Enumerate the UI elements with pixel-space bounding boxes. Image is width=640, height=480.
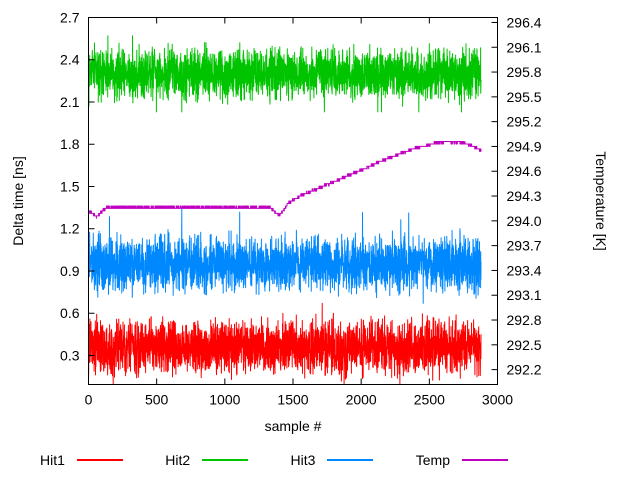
svg-text:1000: 1000	[209, 392, 240, 408]
svg-text:2.4: 2.4	[60, 52, 80, 68]
svg-text:0.6: 0.6	[60, 305, 80, 321]
svg-text:0.9: 0.9	[60, 263, 80, 279]
svg-text:0.3: 0.3	[60, 347, 80, 363]
svg-text:293.7: 293.7	[507, 238, 542, 254]
axis-tick-labels: 0.3 0.6 0.9 1.2 1.5 1.8 2.1 2.4 2.7 292.2 292.5 292…	[60, 10, 542, 408]
legend-line-hit1	[76, 459, 123, 461]
svg-text:296.4: 296.4	[507, 14, 542, 30]
svg-text:500: 500	[145, 392, 169, 408]
series-lines	[88, 35, 482, 385]
svg-text:0: 0	[85, 392, 93, 408]
legend-label-hit3: Hit3	[290, 452, 316, 468]
legend-item-hit1: Hit1	[40, 452, 123, 468]
svg-text:292.5: 292.5	[507, 337, 542, 353]
svg-text:293.4: 293.4	[507, 262, 542, 278]
svg-text:1.8: 1.8	[60, 136, 80, 152]
svg-text:295.8: 295.8	[507, 64, 542, 80]
svg-text:1500: 1500	[277, 392, 308, 408]
svg-text:294.9: 294.9	[507, 138, 542, 154]
svg-text:2500: 2500	[414, 392, 445, 408]
svg-text:292.2: 292.2	[507, 362, 542, 378]
legend-label-temp: Temp	[415, 452, 450, 468]
series-hit1-line	[88, 302, 482, 385]
svg-text:294.0: 294.0	[507, 213, 542, 229]
svg-text:295.5: 295.5	[507, 89, 542, 105]
series-temp-line	[88, 141, 482, 219]
svg-text:295.2: 295.2	[507, 114, 542, 130]
svg-text:293.1: 293.1	[507, 287, 542, 303]
legend-label-hit1: Hit1	[40, 452, 65, 468]
series-hit3-line	[88, 208, 482, 304]
svg-text:294.6: 294.6	[507, 163, 542, 179]
axis-ticks	[88, 17, 498, 385]
svg-text:2000: 2000	[346, 392, 377, 408]
left-axis-title: Delta time [ns]	[10, 156, 26, 246]
legend-item-hit3: Hit3	[291, 452, 374, 468]
svg-text:296.1: 296.1	[507, 39, 542, 55]
svg-text:292.8: 292.8	[507, 312, 542, 328]
svg-text:2.1: 2.1	[60, 94, 80, 110]
svg-text:294.3: 294.3	[507, 188, 542, 204]
legend: Hit1 Hit2 Hit3 Temp	[40, 452, 508, 468]
svg-text:2.7: 2.7	[60, 10, 80, 26]
legend-line-hit3	[327, 459, 374, 461]
series-hit2-line	[88, 35, 482, 113]
legend-line-hit2	[202, 459, 249, 461]
legend-line-temp	[461, 459, 508, 461]
legend-item-hit2: Hit2	[165, 452, 249, 468]
legend-label-hit2: Hit2	[165, 452, 191, 468]
svg-text:1.2: 1.2	[60, 221, 80, 237]
x-axis-title: sample #	[264, 418, 322, 434]
svg-text:1.5: 1.5	[60, 178, 80, 194]
right-axis-title: Temperature [K]	[593, 151, 609, 251]
legend-item-temp: Temp	[416, 452, 508, 468]
svg-text:3000: 3000	[482, 392, 513, 408]
